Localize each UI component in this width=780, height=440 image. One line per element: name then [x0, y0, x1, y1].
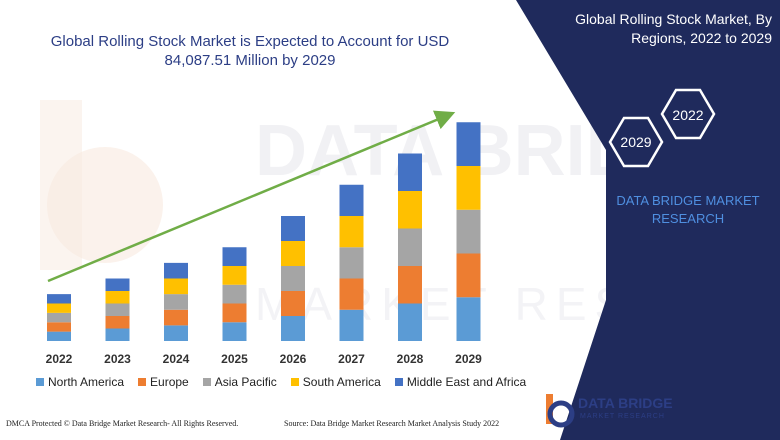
bar-segment-2026-north-america	[281, 316, 305, 341]
bar-segment-2026-asia-pacific	[281, 266, 305, 291]
bar-segment-2029-europe	[456, 253, 481, 298]
source-note: Source: Data Bridge Market Research Mark…	[284, 419, 500, 428]
x-tick-label: 2027	[338, 352, 365, 366]
bar-segment-2025-europe	[222, 303, 247, 323]
legend-label: Asia Pacific	[214, 375, 277, 389]
bar-segment-2022-asia-pacific	[47, 312, 71, 323]
bar-segment-2024-asia-pacific	[164, 294, 188, 310]
bar-segment-2026-middle-east-and-africa	[281, 216, 305, 241]
legend-label: Europe	[150, 375, 189, 389]
bar-segment-2022-south-america	[47, 303, 71, 313]
trend-arrow	[47, 110, 456, 283]
bar-segment-2025-middle-east-and-africa	[222, 247, 247, 266]
bar-segment-2027-south-america	[339, 216, 364, 248]
bar-segment-2026-south-america	[281, 241, 305, 266]
bar-segment-2024-europe	[164, 309, 188, 326]
logo-subtitle: MARKET RESEARCH	[580, 413, 665, 420]
legend-swatch	[36, 378, 44, 386]
legend-item: Middle East and Africa	[394, 375, 527, 389]
bar-segment-2027-north-america	[339, 309, 364, 341]
bar-segment-2023-europe	[105, 316, 130, 329]
bar-segment-2025-south-america	[222, 266, 247, 285]
chart-title: Global Rolling Stock Market is Expected …	[50, 33, 450, 69]
bar-segment-2027-europe	[339, 278, 364, 310]
x-tick-label: 2026	[280, 352, 307, 366]
bar-segment-2027-middle-east-and-africa	[339, 184, 364, 216]
legend-item: Europe	[138, 375, 189, 389]
bar-segment-2029-south-america	[456, 166, 481, 210]
hexagon-2022	[660, 88, 716, 140]
bar-segment-2028-middle-east-and-africa	[398, 153, 422, 191]
bar-segment-2029-middle-east-and-africa	[456, 122, 481, 166]
bar-segment-2022-middle-east-and-africa	[47, 294, 71, 304]
hex-label-2022: 2022	[672, 107, 703, 123]
bar-segment-2024-middle-east-and-africa	[164, 262, 188, 279]
bar-segment-2022-north-america	[47, 331, 71, 341]
bar-segment-2028-south-america	[398, 191, 422, 229]
hex-label-2029: 2029	[620, 134, 651, 150]
bar-segment-2025-north-america	[222, 322, 247, 341]
x-tick-label: 2022	[46, 352, 73, 366]
logo-name: DATA BRIDGE	[578, 395, 673, 411]
legend-swatch	[138, 378, 147, 386]
bar-segment-2027-asia-pacific	[339, 247, 364, 279]
bar-segment-2023-middle-east-and-africa	[105, 278, 130, 291]
x-tick-label: 2029	[455, 352, 482, 366]
company-logo: DATA BRIDGE MARKET RESEARCH	[542, 392, 682, 432]
x-tick-label: 2024	[163, 352, 190, 366]
legend-label: Middle East and Africa	[406, 375, 527, 389]
legend-item: North America	[36, 375, 124, 389]
legend-item: South America	[290, 375, 381, 389]
logo-mark-icon	[546, 394, 575, 428]
copyright-notice: DMCA Protected © Data Bridge Market Rese…	[6, 419, 239, 428]
legend-swatch	[202, 378, 211, 386]
bar-segment-2029-asia-pacific	[456, 209, 481, 254]
bar-segment-2023-south-america	[105, 291, 130, 304]
x-tick-label: 2028	[397, 352, 424, 366]
legend-item: Asia Pacific	[202, 375, 277, 389]
legend-label: North America	[48, 375, 125, 389]
bar-segment-2024-north-america	[164, 325, 188, 341]
legend-label: South America	[302, 375, 381, 389]
x-tick-label: 2023	[104, 352, 131, 366]
bar-segment-2029-north-america	[456, 297, 481, 341]
bar-segment-2025-asia-pacific	[222, 284, 247, 304]
bar-segment-2023-asia-pacific	[105, 303, 130, 316]
legend-swatch	[394, 378, 403, 386]
side-panel-title: Global Rolling Stock Market, By Regions,…	[575, 11, 772, 46]
x-tick-label: 2025	[221, 352, 248, 366]
bar-segment-2028-north-america	[398, 303, 422, 341]
year-hexagons: 2022 2029	[608, 88, 716, 168]
bar-segment-2024-south-america	[164, 278, 188, 295]
brand-text: DATA BRIDGE MARKET RESEARCH	[616, 193, 760, 226]
chart-legend: North America Europe Asia Pacific South Ame…	[36, 375, 526, 389]
bar-segment-2028-europe	[398, 266, 422, 304]
bar-segment-2023-north-america	[105, 328, 130, 341]
hexagon-2029	[608, 116, 664, 168]
bar-segment-2026-europe	[281, 291, 305, 316]
legend-swatch	[290, 378, 299, 386]
bar-segment-2022-europe	[47, 322, 71, 332]
bar-segment-2028-asia-pacific	[398, 228, 422, 266]
